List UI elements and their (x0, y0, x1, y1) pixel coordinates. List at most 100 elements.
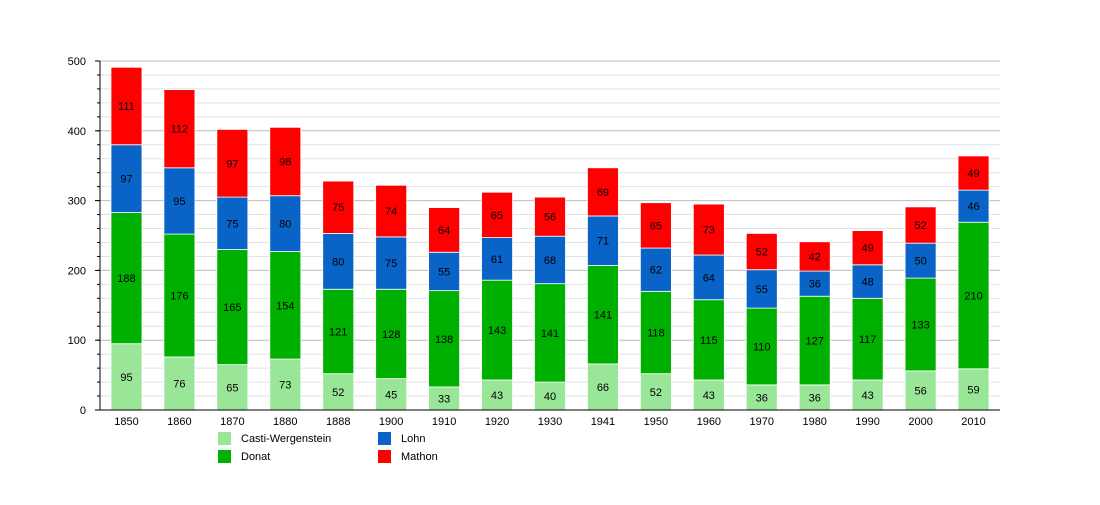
data-label: 52 (650, 387, 662, 399)
data-label: 42 (809, 251, 821, 263)
data-label: 121 (329, 326, 347, 338)
bar-segment (322, 180, 355, 234)
data-label: 97 (226, 158, 238, 170)
bar-segment (322, 233, 355, 290)
x-tick-label: 1900 (379, 416, 403, 428)
bar-segment (428, 207, 461, 253)
bar-segment (587, 215, 619, 266)
data-label: 75 (385, 258, 397, 270)
data-label: 80 (279, 219, 291, 231)
x-tick-label: 1888 (326, 416, 350, 428)
y-tick-label: 200 (68, 265, 86, 277)
bar-segment (639, 202, 672, 249)
data-label: 141 (541, 328, 559, 340)
data-label: 55 (756, 284, 768, 296)
bar-segment (587, 265, 619, 365)
data-label: 49 (967, 168, 979, 180)
x-tick-label: 1960 (697, 416, 721, 428)
bar-segment (216, 364, 249, 411)
data-label: 110 (753, 341, 771, 353)
bar-segment (216, 129, 249, 198)
data-label: 76 (173, 378, 185, 390)
bar-segment (798, 270, 831, 297)
bar-segment (957, 189, 990, 223)
data-label: 75 (226, 218, 238, 230)
data-label: 33 (438, 393, 450, 405)
legend-item-casti-wergenstein: Casti-Wergenstein (218, 432, 331, 445)
data-label: 56 (544, 212, 556, 224)
legend-item-donat: Donat (218, 450, 270, 463)
data-label: 52 (332, 387, 344, 399)
x-tick-label: 1980 (802, 416, 826, 428)
y-tick-label: 100 (68, 335, 86, 347)
bar-segment (957, 221, 990, 370)
data-label: 36 (809, 392, 821, 404)
data-label: 49 (862, 243, 874, 255)
legend-label: Lohn (401, 432, 426, 445)
data-label: 115 (700, 335, 718, 347)
bar-segment (428, 251, 461, 292)
legend-swatch (378, 432, 391, 445)
bar-segment (481, 237, 513, 281)
x-tick-label: 1860 (167, 416, 191, 428)
x-tick-label: 2000 (908, 416, 932, 428)
x-tick-label: 1930 (538, 416, 562, 428)
bar-segment (957, 368, 990, 411)
data-label: 48 (862, 277, 874, 289)
data-label: 188 (117, 273, 135, 285)
data-label: 71 (597, 236, 609, 248)
bar-segment (481, 191, 513, 238)
legend-label: Mathon (401, 450, 438, 463)
y-tick-label: 300 (68, 196, 86, 208)
data-label: 133 (911, 319, 929, 331)
bar-segment (745, 269, 778, 309)
bar-segment (798, 384, 831, 411)
data-label: 46 (967, 201, 979, 213)
legend-item-lohn: Lohn (378, 432, 425, 445)
y-tick-label: 500 (68, 56, 86, 68)
data-label: 66 (597, 382, 609, 394)
data-label: 65 (491, 210, 503, 222)
data-label: 56 (914, 385, 926, 397)
x-tick-label: 2010 (961, 416, 985, 428)
bar-segment (639, 290, 672, 375)
bar-segment (269, 358, 302, 411)
data-label: 97 (120, 174, 132, 186)
bar-segment (110, 212, 143, 345)
data-label: 138 (435, 334, 453, 346)
bar-segment (957, 155, 990, 191)
y-tick-label: 400 (68, 126, 86, 138)
bar-segment (375, 236, 408, 290)
data-label: 111 (118, 101, 135, 113)
x-tick-label: 1910 (432, 416, 456, 428)
bar-segment (904, 206, 937, 244)
data-label: 98 (279, 157, 291, 169)
data-label: 73 (703, 225, 715, 237)
bar-segment (534, 235, 566, 285)
bar-segment (163, 89, 196, 169)
data-label: 73 (279, 380, 291, 392)
x-tick-label: 1990 (855, 416, 879, 428)
data-label: 143 (488, 325, 506, 337)
data-label: 64 (703, 272, 715, 284)
bar-segment (692, 203, 725, 256)
x-tick-label: 1880 (273, 416, 297, 428)
x-tick-label: 1920 (485, 416, 509, 428)
data-label: 75 (332, 202, 344, 214)
legend-item-mathon: Mathon (378, 450, 438, 463)
data-label: 68 (544, 255, 556, 267)
bar-segment (639, 247, 672, 292)
bar-segment (269, 126, 302, 197)
data-label: 65 (650, 220, 662, 232)
legend-label: Casti-Wergenstein (241, 432, 332, 445)
data-label: 36 (756, 392, 768, 404)
data-label: 210 (964, 291, 982, 303)
bar-segment (587, 167, 619, 217)
bar-segment (904, 242, 937, 279)
bar-segment (904, 277, 937, 372)
data-label: 59 (967, 384, 979, 396)
x-tick-label: 1850 (114, 416, 138, 428)
data-label: 154 (276, 300, 294, 312)
bar-segment (851, 379, 884, 411)
bar-segment (481, 279, 513, 381)
